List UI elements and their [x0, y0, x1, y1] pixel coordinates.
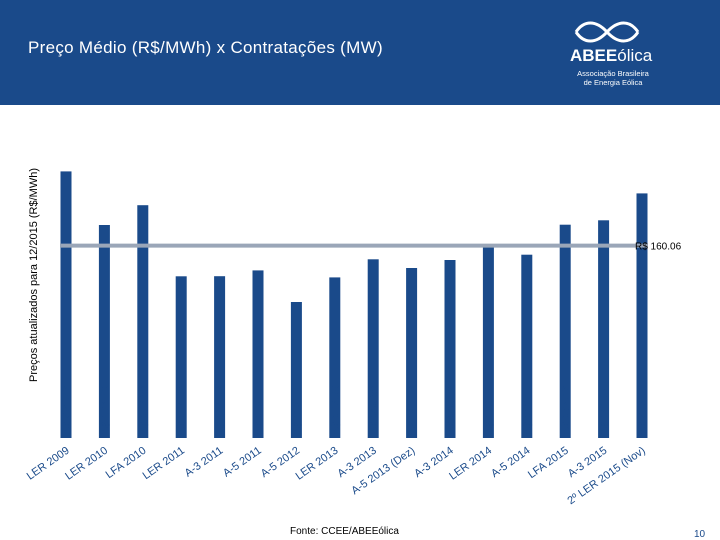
bar-13: [559, 224, 571, 438]
bar-0: [60, 171, 72, 438]
category-label: LFA 2015: [526, 445, 571, 482]
bar-2: [137, 205, 149, 438]
bar-value-label: R$ 203.46: [637, 385, 649, 436]
average-reference-label: R$ 160.06: [635, 242, 682, 253]
bar-10: [444, 260, 456, 438]
bar-14: [598, 220, 610, 438]
category-label: LER 2014: [447, 445, 494, 483]
bar-6: [290, 302, 302, 438]
category-label: A-5 2011: [221, 445, 264, 480]
bar-value-label: R$ 134.57: [215, 385, 227, 436]
bar-5: [252, 270, 264, 438]
bar-11: [482, 245, 494, 438]
logo-name: ABEEólica: [570, 46, 653, 65]
category-label: LER 2009: [25, 445, 72, 483]
bar-value-label: R$ 148.12: [445, 385, 457, 436]
category-label: A-5 2014: [489, 445, 532, 480]
bar-value-label: R$ 139.46: [253, 385, 265, 436]
bar-value-label: R$ 134.52: [176, 385, 188, 436]
bar-value-label: R$ 177.47: [560, 385, 572, 436]
category-label: LFA 2010: [104, 445, 149, 482]
bar-value-label: R$ 181.14: [599, 384, 611, 436]
logo-subtitle: Associação Brasileira de Energia Eólica: [577, 69, 649, 87]
page-number: 10: [694, 529, 706, 540]
bar-value-label: R$ 160.24: [483, 384, 495, 436]
bar-4: [214, 276, 226, 438]
bar-value-label: R$ 221.77: [61, 385, 73, 436]
bar-value-label: R$ 177.20: [99, 385, 111, 436]
category-label: A-3 2011: [183, 445, 226, 480]
slide-title: Preço Médio (R$/MWh) x Contratações (MW): [28, 38, 383, 57]
bar-7: [329, 277, 341, 438]
bar-value-label: R$ 113.14: [291, 385, 303, 436]
bar-12: [521, 254, 533, 438]
wind-logo-icon: [574, 21, 640, 43]
bar-9: [406, 268, 418, 438]
bar-value-label: R$ 141.47: [407, 385, 419, 436]
category-label: LER 2013: [294, 445, 341, 483]
bar-1: [98, 225, 110, 438]
y-axis-label: Preços atualizados para 12/2015 (R$/MWh): [28, 168, 40, 382]
abeeolica-logo: ABEEólica Associação Brasileira de Energ…: [560, 18, 680, 98]
bar-3: [175, 276, 187, 438]
bar-value-label: R$ 152.46: [522, 385, 534, 436]
bar-value-label: R$ 148.68: [368, 385, 380, 436]
bar-value-label: R$ 133.59: [330, 385, 342, 436]
category-label: LER 2011: [141, 445, 187, 482]
category-label: LER 2010: [63, 445, 110, 483]
source-note: Fonte: CCEE/ABEEólica: [290, 526, 399, 537]
bar-8: [367, 259, 379, 438]
bar-value-label: R$ 193.68: [138, 385, 150, 436]
bar-15: [636, 193, 648, 438]
slide-header: Preço Médio (R$/MWh) x Contratações (MW)…: [0, 0, 720, 105]
